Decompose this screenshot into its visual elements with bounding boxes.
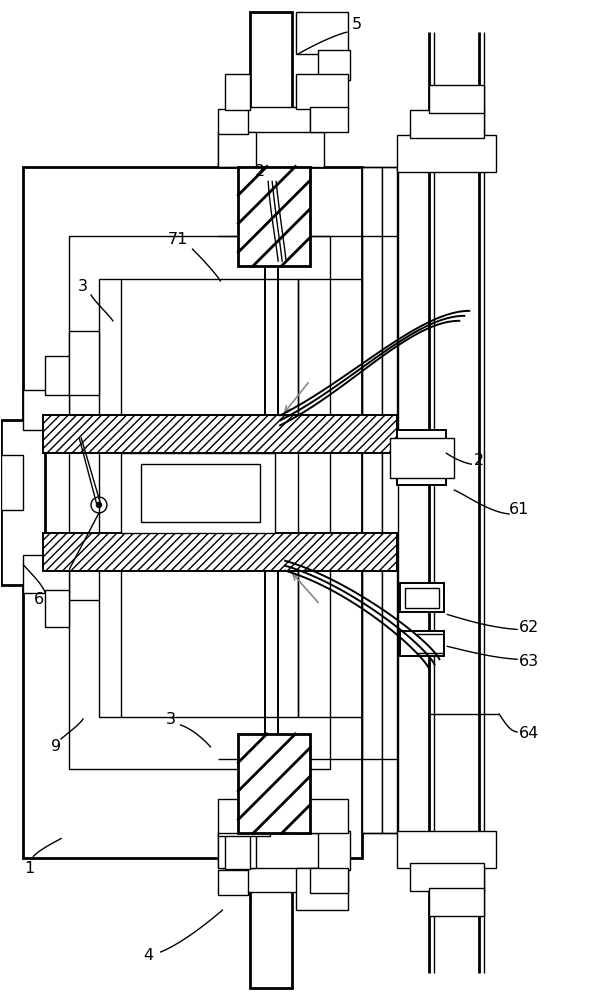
Bar [218, 132, 324, 167]
Text: 63: 63 [519, 654, 539, 669]
Bar [141, 464, 260, 522]
Bar [1, 455, 23, 510]
Bar [397, 430, 446, 485]
Bar [296, 799, 348, 833]
Text: 9: 9 [51, 739, 62, 754]
Bar [69, 331, 99, 395]
Bar [250, 12, 292, 132]
Bar [218, 132, 256, 167]
Text: 4: 4 [144, 948, 154, 963]
Bar [218, 833, 256, 868]
Text: 5: 5 [352, 17, 362, 32]
Bar [296, 868, 348, 910]
Text: 64: 64 [519, 726, 539, 741]
Text: 71: 71 [167, 232, 188, 247]
Bar [45, 590, 69, 627]
Text: 2: 2 [474, 453, 484, 468]
Bar [310, 868, 348, 893]
Bar [318, 831, 350, 870]
Bar [218, 109, 248, 134]
Bar [218, 799, 270, 836]
Bar [23, 555, 69, 593]
Bar [400, 583, 445, 612]
Bar [45, 356, 69, 395]
Bar [239, 167, 310, 266]
Text: 3: 3 [78, 279, 88, 294]
Bar [382, 167, 397, 833]
Bar [318, 50, 350, 80]
Bar [410, 110, 484, 138]
Bar [405, 588, 439, 608]
Bar [400, 631, 445, 656]
Text: 2: 2 [255, 164, 265, 179]
Bar [121, 453, 275, 533]
Bar [218, 833, 324, 868]
Bar [99, 279, 298, 717]
Bar [410, 863, 484, 891]
Bar [239, 734, 310, 833]
Bar [429, 85, 484, 113]
Bar [390, 438, 454, 478]
Bar [429, 888, 484, 916]
Text: 1: 1 [24, 861, 34, 876]
Bar [23, 390, 69, 430]
Text: 3: 3 [165, 712, 176, 727]
Bar [296, 12, 348, 54]
Circle shape [97, 502, 101, 507]
Text: 6: 6 [34, 592, 44, 607]
Bar [397, 135, 496, 172]
Bar [43, 533, 397, 571]
Bar [225, 74, 250, 110]
Bar [362, 167, 382, 833]
Text: 61: 61 [509, 502, 530, 517]
Bar [397, 831, 496, 868]
Bar [232, 107, 310, 149]
Bar [250, 873, 292, 988]
Bar [225, 833, 250, 869]
Bar [218, 870, 248, 895]
Bar [296, 74, 348, 109]
Bar [310, 107, 348, 132]
Bar [1, 420, 45, 585]
Bar [23, 167, 362, 858]
Bar [232, 850, 310, 892]
Bar [43, 415, 397, 453]
Bar [69, 236, 330, 769]
Text: 62: 62 [519, 620, 539, 635]
